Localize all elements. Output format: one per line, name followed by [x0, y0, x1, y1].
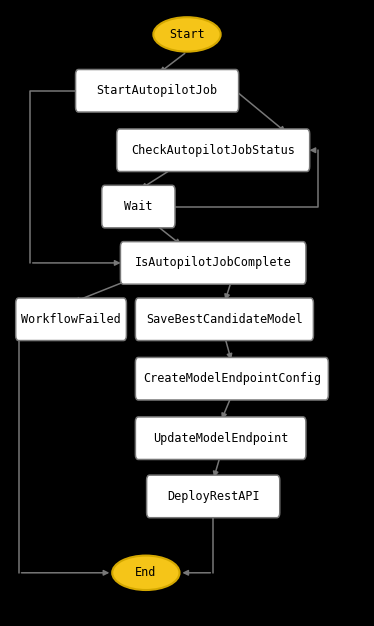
FancyBboxPatch shape: [102, 185, 175, 228]
Text: CheckAutopilotJobStatus: CheckAutopilotJobStatus: [131, 144, 295, 156]
Text: End: End: [135, 567, 157, 579]
FancyBboxPatch shape: [16, 298, 126, 341]
FancyBboxPatch shape: [135, 357, 328, 400]
Text: DeployRestAPI: DeployRestAPI: [167, 490, 260, 503]
Text: CreateModelEndpointConfig: CreateModelEndpointConfig: [143, 372, 321, 385]
FancyBboxPatch shape: [135, 417, 306, 459]
Text: SaveBestCandidateModel: SaveBestCandidateModel: [146, 313, 303, 326]
Text: UpdateModelEndpoint: UpdateModelEndpoint: [153, 432, 288, 444]
Text: Start: Start: [169, 28, 205, 41]
Text: Wait: Wait: [124, 200, 153, 213]
FancyBboxPatch shape: [147, 475, 280, 518]
FancyBboxPatch shape: [135, 298, 313, 341]
Ellipse shape: [153, 18, 221, 52]
FancyBboxPatch shape: [120, 242, 306, 284]
Text: WorkflowFailed: WorkflowFailed: [21, 313, 121, 326]
FancyBboxPatch shape: [117, 129, 310, 172]
Ellipse shape: [112, 556, 180, 590]
Text: IsAutopilotJobComplete: IsAutopilotJobComplete: [135, 257, 292, 269]
FancyBboxPatch shape: [76, 69, 239, 112]
Text: StartAutopilotJob: StartAutopilotJob: [96, 85, 218, 97]
